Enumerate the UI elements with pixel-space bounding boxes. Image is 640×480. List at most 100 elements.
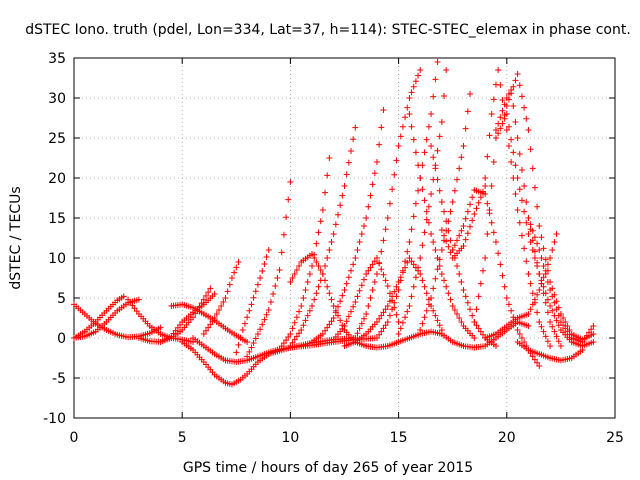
data-point [300,322,307,329]
data-point [200,331,207,337]
data-point [518,197,525,204]
data-point [555,312,562,319]
y-tick-label: 10 [48,251,66,267]
data-point [419,186,426,193]
data-point [484,200,491,207]
data-point [441,232,448,239]
data-point [120,293,127,300]
data-point [278,249,285,256]
data-point [482,175,489,181]
data-point [408,293,415,300]
data-point [241,320,248,327]
data-point [313,290,320,297]
data-point [261,316,268,323]
data-point [363,271,370,277]
data-point [326,247,333,253]
data-point [337,202,344,209]
data-point [354,330,361,337]
data-point [525,323,532,329]
data-point [544,296,551,303]
data-point [482,183,489,189]
data-point [514,71,521,77]
data-point [291,271,298,277]
data-point [449,247,456,253]
data-point [233,349,240,356]
data-point [447,208,454,215]
data-point [514,207,521,213]
data-point [421,229,428,236]
data-point [516,82,523,89]
y-tick-label: 25 [48,131,66,147]
data-point [456,315,463,321]
data-point [458,227,465,234]
data-point [441,208,448,215]
data-point [280,231,287,238]
data-point [505,301,512,308]
data-point [477,280,484,287]
data-point [501,112,508,118]
data-point [399,267,406,274]
data-point [347,267,354,274]
data-point [415,264,422,271]
data-point [456,232,463,239]
data-point [447,237,454,244]
data-point [412,78,419,85]
data-point [395,143,402,149]
data-point [306,271,313,277]
data-point [324,283,331,290]
series-2 [71,301,164,341]
data-point [428,111,435,117]
data-point [343,171,350,178]
data-point [449,199,456,205]
data-point [464,108,471,115]
data-point [326,155,333,161]
data-point [454,237,461,244]
data-point [276,346,283,353]
data-point [287,343,294,349]
data-point [456,165,463,172]
data-point [549,293,556,300]
data-point [497,82,504,88]
data-point [421,149,428,156]
data-point [373,159,380,165]
data-point [415,187,422,194]
data-point [527,280,534,287]
data-point [423,136,430,143]
data-point [380,107,387,113]
data-point [534,291,541,298]
data-point [514,327,521,333]
data-point [384,283,391,289]
data-point [551,299,558,306]
data-point [326,290,333,297]
data-point [337,298,344,305]
data-point [404,308,411,315]
data-point [540,290,547,297]
data-point [360,276,367,283]
series-28 [482,67,554,349]
data-point [542,256,549,263]
data-point [337,317,344,324]
data-point [298,327,305,333]
data-point [415,72,422,79]
data-point [285,334,292,341]
data-point [296,330,303,337]
data-point [542,267,549,274]
data-point [538,280,545,287]
data-point [309,251,316,257]
data-point [378,328,385,335]
data-point [350,136,357,143]
data-point [430,307,437,314]
data-point [544,338,551,345]
series-11 [233,247,272,356]
data-point [562,325,569,332]
series-18 [341,255,445,349]
data-point [406,95,413,101]
data-point [438,199,445,205]
data-point [432,247,439,253]
data-point [324,255,331,261]
data-point [430,285,437,292]
data-point [434,59,441,65]
data-point [382,226,389,233]
data-point [415,162,422,169]
grid-lines [74,58,615,418]
